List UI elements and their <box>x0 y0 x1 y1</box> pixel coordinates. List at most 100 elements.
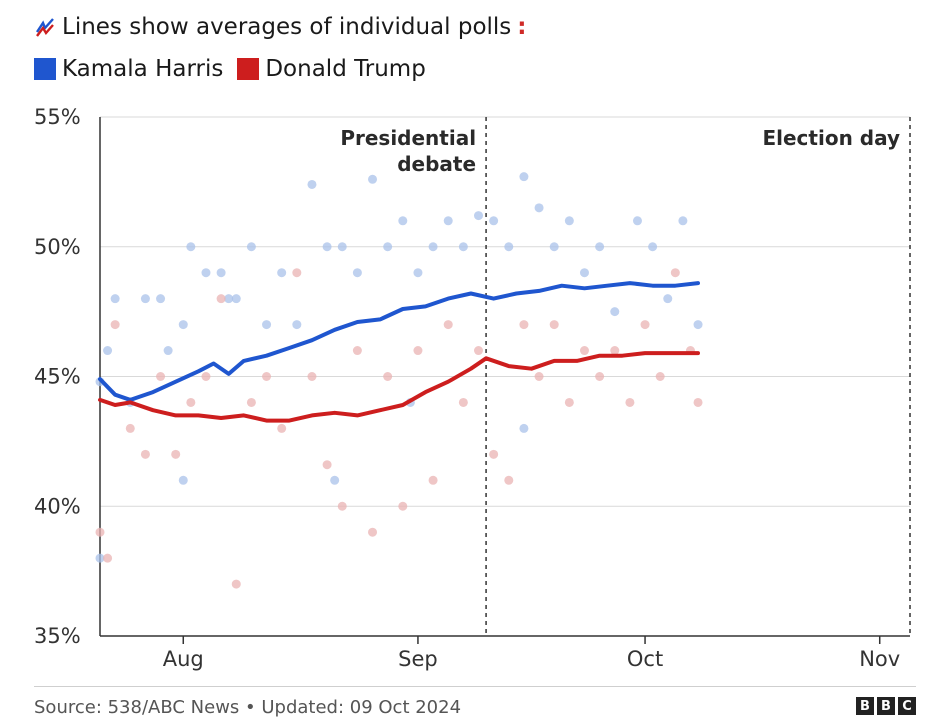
poll-dot <box>337 242 347 252</box>
poll-dot <box>171 449 181 459</box>
poll-dot <box>201 372 211 381</box>
trend-lines-icon <box>36 18 54 37</box>
bbc-logo-letter: C <box>898 697 916 715</box>
poll-dot <box>428 242 438 252</box>
poll-dot <box>186 242 196 252</box>
annotation-label: Election day <box>762 126 900 150</box>
poll-dot <box>413 268 423 278</box>
poll-dot <box>595 242 605 252</box>
poll-dot <box>95 527 105 537</box>
poll-dot <box>140 449 150 459</box>
poll-dot <box>292 268 302 278</box>
poll-dot <box>216 268 226 278</box>
poll-dot <box>504 475 514 485</box>
poll-dot <box>231 294 241 304</box>
poll-dot <box>368 527 378 537</box>
poll-dot <box>610 346 620 356</box>
source-note: Source: 538/ABC News • Updated: 09 Oct 2… <box>34 697 462 718</box>
poll-chart: 35% 40% 45% 50% 55% Aug Sep Oct Nov Presidentiald… <box>34 105 911 671</box>
poll-dot <box>564 216 574 226</box>
y-tick-label: 55% <box>34 105 81 129</box>
poll-dot <box>178 475 188 485</box>
poll-dot <box>103 346 113 356</box>
poll-dot <box>534 203 544 213</box>
x-tick-label: Sep <box>398 647 438 671</box>
footer: Source: 538/ABC News • Updated: 09 Oct 2… <box>34 686 916 718</box>
y-tick-label: 40% <box>34 494 81 518</box>
x-tick-label: Aug <box>163 647 204 671</box>
poll-dot <box>458 397 468 407</box>
poll-dot <box>428 475 438 485</box>
poll-dot <box>322 242 332 252</box>
poll-dot <box>352 346 362 356</box>
poll-dot <box>519 423 529 433</box>
poll-dot <box>655 372 665 381</box>
chart-subtitle: Lines show averages of individual polls … <box>34 14 526 40</box>
poll-dot <box>549 242 559 252</box>
poll-dot <box>648 242 658 252</box>
y-tick-label: 45% <box>34 365 81 389</box>
poll-dot <box>534 372 544 381</box>
poll-dot <box>368 174 378 184</box>
legend-swatch-trump <box>237 58 260 80</box>
poll-dot <box>352 268 362 278</box>
bbc-logo: B B C <box>856 697 916 715</box>
bbc-logo-letter: B <box>877 697 895 715</box>
poll-dot <box>262 320 272 330</box>
poll-dot <box>595 372 605 381</box>
legend-label-harris: Kamala Harris <box>62 56 224 82</box>
poll-dot <box>307 372 317 381</box>
poll-dot <box>564 397 574 407</box>
poll-dot <box>610 307 620 317</box>
poll-dot <box>178 320 188 330</box>
poll-dot <box>678 216 688 226</box>
poll-dot <box>337 501 347 511</box>
poll-dot <box>693 397 703 407</box>
poll-dot <box>383 372 393 381</box>
bbc-logo-letter: B <box>856 697 874 715</box>
trump-average-line <box>98 351 700 423</box>
poll-dot <box>307 179 317 189</box>
poll-dot <box>489 216 499 226</box>
poll-dot <box>277 268 287 278</box>
legend-label-trump: Donald Trump <box>265 56 426 82</box>
poll-dot <box>663 294 673 304</box>
poll-dot <box>292 320 302 330</box>
poll-dot <box>489 449 499 459</box>
poll-dot <box>519 172 529 182</box>
poll-dot <box>110 320 120 330</box>
poll-dot <box>413 346 423 356</box>
poll-dot <box>163 346 173 356</box>
poll-dot <box>398 216 408 226</box>
poll-dot <box>201 268 211 278</box>
poll-dot <box>670 268 680 278</box>
annotation-label: Presidential <box>340 126 476 150</box>
harris-average-line <box>98 281 700 402</box>
poll-dot <box>95 553 105 563</box>
y-tick-label: 50% <box>34 235 81 259</box>
annotation-label: debate <box>397 152 476 176</box>
legend: Kamala Harris Donald Trump <box>34 56 440 82</box>
poll-dot <box>579 268 589 278</box>
legend-swatch-harris <box>34 58 56 80</box>
colon-dots-icon: : <box>517 14 527 40</box>
poll-dot <box>224 294 234 304</box>
x-tick-label: Oct <box>627 647 663 671</box>
x-tick-label: Nov <box>859 647 900 671</box>
poll-dot <box>246 397 256 407</box>
poll-dot <box>632 216 642 226</box>
poll-dot <box>443 320 453 330</box>
poll-dot <box>474 346 484 356</box>
legend-item-trump: Donald Trump <box>237 56 426 82</box>
poll-dot <box>186 397 196 407</box>
poll-dot <box>398 501 408 511</box>
poll-dot <box>330 475 340 485</box>
poll-dot <box>216 294 226 304</box>
poll-dot <box>231 579 241 589</box>
poll-dot <box>125 423 135 433</box>
poll-dot <box>549 320 559 330</box>
poll-dot <box>519 320 529 330</box>
poll-dot <box>458 242 468 252</box>
poll-dot <box>625 397 635 407</box>
poll-dot <box>103 553 113 563</box>
